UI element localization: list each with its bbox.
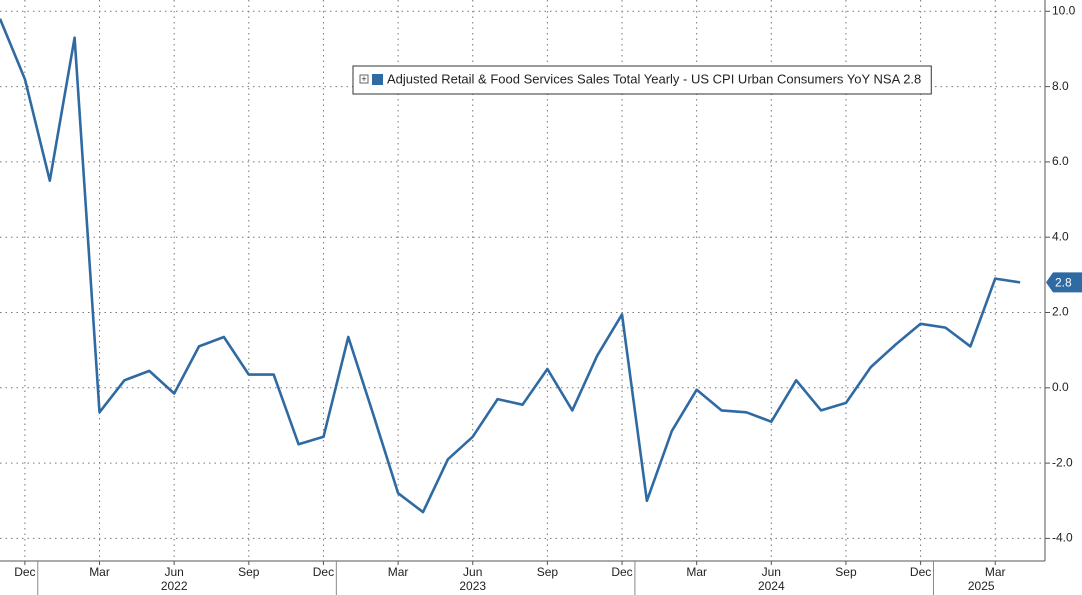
series-line xyxy=(0,18,1021,514)
year-label: 2024 xyxy=(758,579,785,593)
x-tick-label: Jun xyxy=(164,565,183,579)
year-label: 2025 xyxy=(968,579,995,593)
last-value-tag xyxy=(1046,272,1082,293)
legend-box xyxy=(352,65,932,95)
x-tick-label: Mar xyxy=(686,565,707,579)
x-tick-label: Sep xyxy=(835,565,857,579)
legend-swatch xyxy=(372,74,383,85)
legend: + Adjusted Retail & Food Services Sales T… xyxy=(352,65,932,95)
y-tick-label: 6.0 xyxy=(1052,154,1069,168)
x-tick-label: Dec xyxy=(611,565,632,579)
x-tick-label: Sep xyxy=(537,565,559,579)
x-tick-label: Sep xyxy=(238,565,260,579)
x-tick-label: Mar xyxy=(388,565,409,579)
y-tick-label: 0.0 xyxy=(1052,380,1069,394)
x-tick-label: Dec xyxy=(313,565,334,579)
x-tick-label: Dec xyxy=(14,565,35,579)
y-tick-label: 4.0 xyxy=(1052,229,1069,243)
legend-text: Adjusted Retail & Food Services Sales To… xyxy=(387,72,921,87)
legend-toggle xyxy=(359,74,369,84)
x-tick-label: Mar xyxy=(985,565,1006,579)
year-label: 2023 xyxy=(459,579,486,593)
y-tick-label: -2.0 xyxy=(1052,455,1073,469)
x-tick-label: Jun xyxy=(762,565,781,579)
legend-toggle-sign: + xyxy=(361,74,366,84)
x-tick-label: Dec xyxy=(910,565,931,579)
x-tick-label: Mar xyxy=(89,565,110,579)
x-tick-label: Jun xyxy=(463,565,482,579)
legend-name: Adjusted Retail & Food Services Sales To… xyxy=(387,72,901,87)
last-value-label: 2.8 xyxy=(1055,276,1072,290)
y-tick-label: 2.0 xyxy=(1052,305,1069,319)
y-tick-label: -4.0 xyxy=(1052,531,1073,545)
y-tick-label: 8.0 xyxy=(1052,79,1069,93)
legend-value: 2.8 xyxy=(903,72,921,87)
y-tick-label: 10.0 xyxy=(1052,3,1076,17)
year-label: 2022 xyxy=(161,579,188,593)
